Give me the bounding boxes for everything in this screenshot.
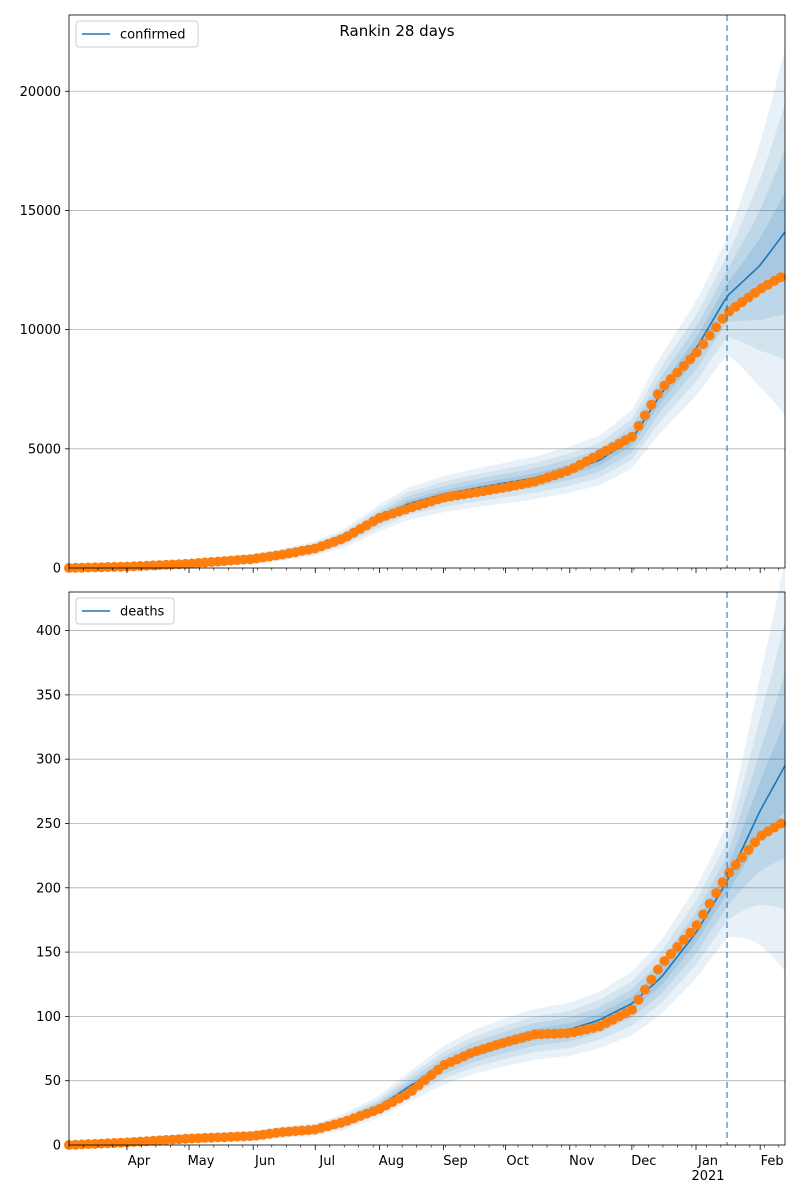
x-tick-label: 2021 xyxy=(691,1169,724,1184)
x-tick-label: Jan xyxy=(697,1154,718,1169)
observed-point xyxy=(633,994,644,1005)
y-tick-label: 350 xyxy=(36,688,61,703)
legend: deaths xyxy=(75,597,175,625)
legend: confirmed xyxy=(75,20,199,48)
y-tick-label: 0 xyxy=(53,562,61,577)
observed-point xyxy=(717,313,728,324)
y-tick-label: 400 xyxy=(36,624,61,639)
observed-point xyxy=(627,1004,637,1015)
observed-point xyxy=(711,888,722,898)
y-tick-label: 250 xyxy=(36,817,61,832)
observed-point xyxy=(627,431,637,442)
observed-point xyxy=(704,330,715,341)
observed-point xyxy=(665,374,676,385)
observed-point xyxy=(685,927,696,938)
deaths-panel: 0 50 100 150 200 250 300 350 400 Apr May Jun Jul Aug S… xyxy=(36,559,786,1184)
observed-point xyxy=(750,837,760,848)
y-tick-label: 200 xyxy=(36,881,61,896)
y-tick-label: 5000 xyxy=(28,442,61,457)
observed-point xyxy=(633,421,644,431)
observed-point xyxy=(678,360,689,371)
observed-point xyxy=(646,974,657,985)
legend-box xyxy=(75,20,199,48)
x-tick-label: Jun xyxy=(254,1154,275,1169)
observed-point xyxy=(691,347,702,358)
observed-point xyxy=(775,272,786,283)
x-tick-label: May xyxy=(188,1154,215,1169)
observed-point xyxy=(678,934,689,945)
observed-point xyxy=(717,877,728,888)
observed-point xyxy=(665,949,676,959)
y-tick-label: 10000 xyxy=(20,323,61,338)
y-tick-label: 150 xyxy=(36,946,61,961)
x-tick-label: Nov xyxy=(569,1154,595,1169)
observed-point xyxy=(743,844,754,855)
observed-point xyxy=(672,941,683,952)
x-tick-label: Dec xyxy=(631,1154,656,1169)
x-tick-label: Jul xyxy=(318,1154,335,1169)
legend-label: confirmed xyxy=(120,28,186,43)
observed-point xyxy=(652,964,663,975)
observed-point xyxy=(691,920,702,931)
observed-point xyxy=(737,852,747,863)
observed-point xyxy=(775,818,786,829)
y-tick-label: 15000 xyxy=(20,204,61,219)
observed-point xyxy=(724,867,735,878)
y-tick-label: 20000 xyxy=(20,85,61,100)
observed-point xyxy=(672,367,683,378)
legend-label: deaths xyxy=(120,605,165,620)
observed-point xyxy=(646,399,657,410)
observed-point xyxy=(698,339,709,350)
uncertainty-band xyxy=(69,621,785,1145)
uncertainty-band xyxy=(69,559,785,1145)
observed-point xyxy=(659,956,670,967)
observed-point xyxy=(685,354,696,365)
y-tick-label: 0 xyxy=(53,1139,61,1154)
y-tick-label: 300 xyxy=(36,753,61,768)
x-tick-label: Apr xyxy=(128,1154,151,1169)
axes-frame xyxy=(68,591,786,1146)
chart-title: Rankin 28 days xyxy=(339,22,454,40)
observed-point xyxy=(652,389,663,400)
y-tick-label: 50 xyxy=(44,1074,61,1089)
observed-point xyxy=(730,860,741,870)
observed-point xyxy=(640,984,650,995)
axes-frame xyxy=(68,14,786,569)
uncertainty-band xyxy=(69,48,785,568)
observed-point xyxy=(698,909,709,920)
x-tick-label: Feb xyxy=(761,1154,784,1169)
observed-point xyxy=(711,322,722,333)
y-tick-label: 100 xyxy=(36,1010,61,1025)
observed-point xyxy=(640,410,650,421)
x-tick-label: Sep xyxy=(443,1154,468,1169)
observed-point xyxy=(704,898,715,909)
confirmed-panel: 0 5000 10000 15000 20000 confirmed Rankin 28 d… xyxy=(20,14,786,577)
legend-box xyxy=(75,597,175,625)
uncertainty-band xyxy=(69,149,785,568)
x-tick-label: Aug xyxy=(379,1154,404,1169)
x-tick-label: Oct xyxy=(506,1154,528,1169)
observed-point xyxy=(659,380,670,391)
